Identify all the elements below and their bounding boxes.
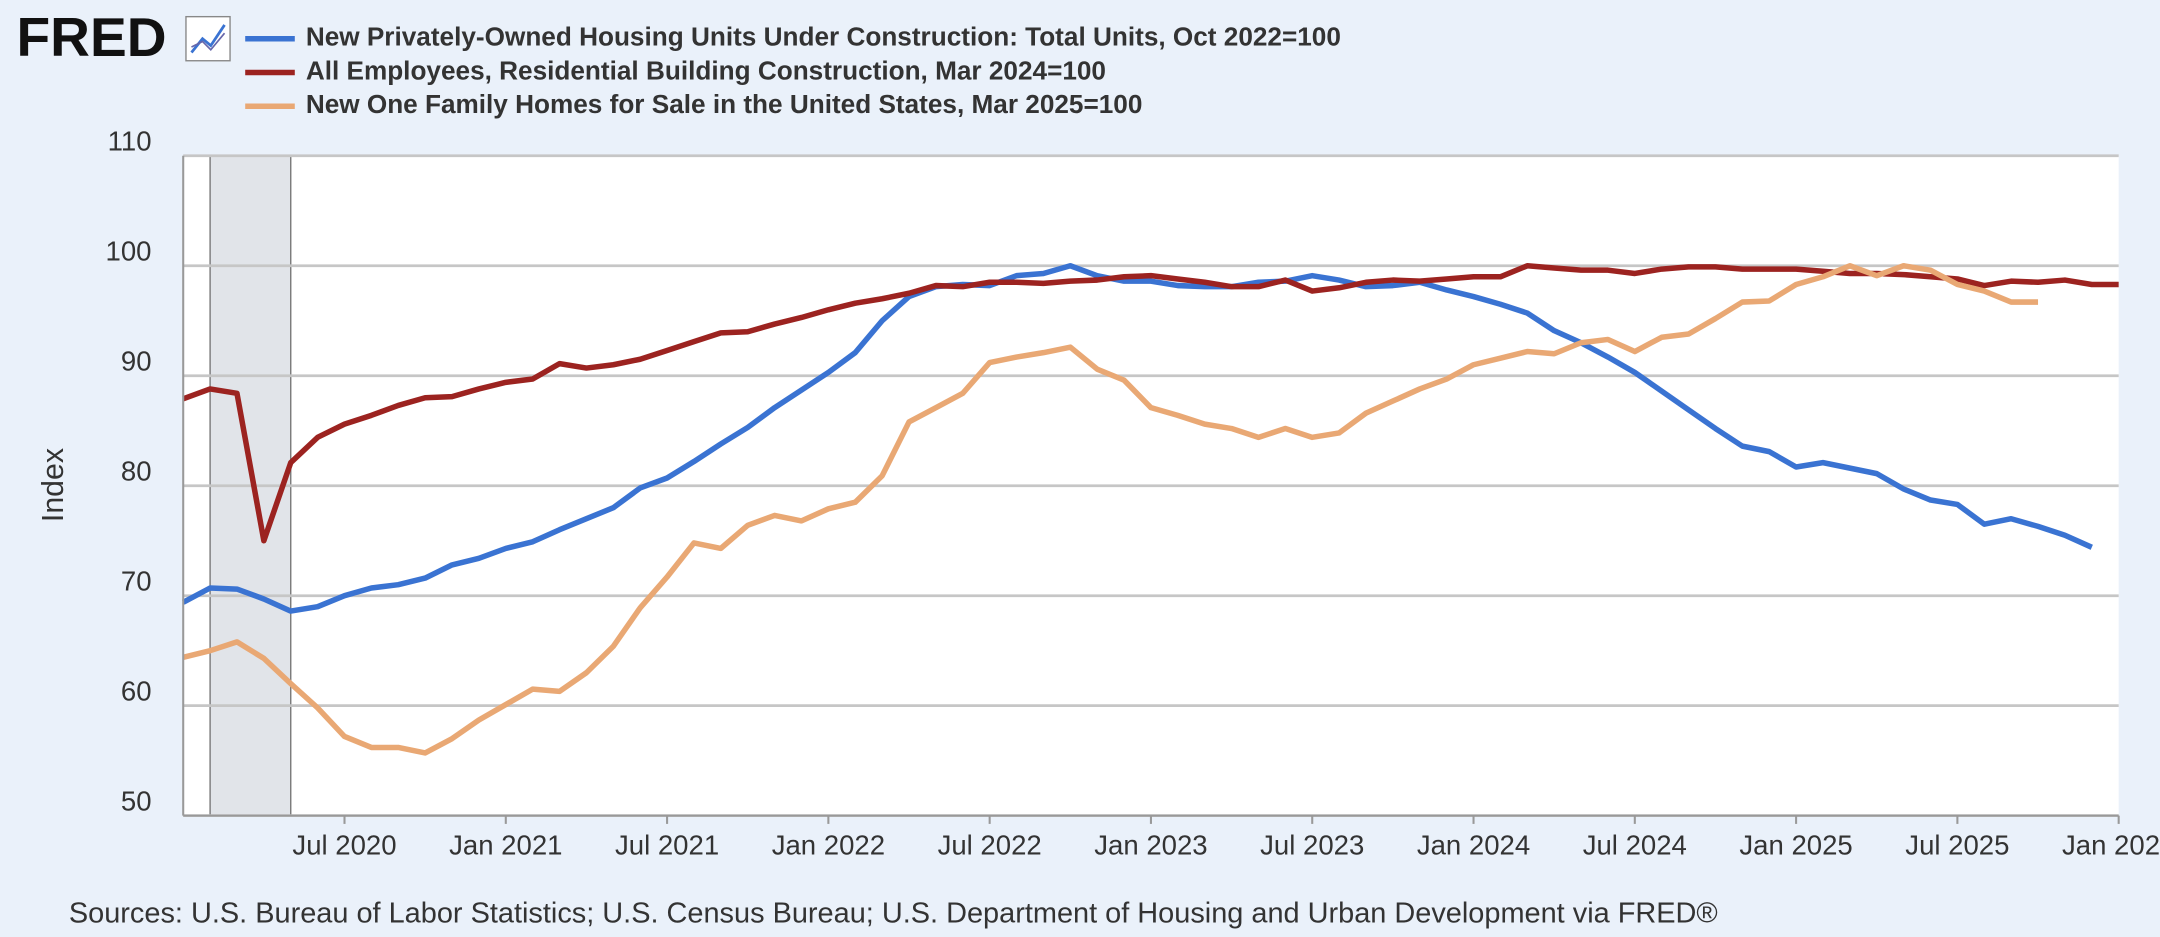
series-line [182,263,2119,544]
x-tick-label: Jul 2021 [615,830,719,861]
x-tick-label: Jan 2022 [772,830,885,861]
x-tick-label: Jan 2026 [2062,830,2160,861]
y-tick-label: 110 [108,126,152,157]
legend-label: New One Family Homes for Sale in the Uni… [306,89,1143,119]
logo-icon [185,15,231,62]
logo: FRED [17,6,167,68]
x-tick-label: Jan 2021 [449,830,562,861]
x-tick-label: Jul 2025 [1905,830,2009,861]
x-tick-label: Jul 2023 [1260,830,1364,861]
y-tick-label: 60 [121,676,152,707]
series-line [182,263,2039,756]
legend-label: New Privately-Owned Housing Units Under … [306,22,1341,52]
source-note: Sources: U.S. Bureau of Labor Statistics… [69,897,1718,929]
y-axis-title: Index [37,448,70,522]
legend-label: All Employees, Residential Building Cons… [306,55,1106,85]
y-tick-label: 70 [121,566,152,597]
y-tick-label: 90 [121,346,152,377]
y-tick-label: 50 [121,786,152,817]
y-tick-label: 100 [106,236,152,267]
y-tick-label: 80 [121,456,152,487]
x-tick-label: Jul 2024 [1583,830,1687,861]
x-tick-label: Jul 2020 [292,830,396,861]
x-tick-label: Jan 2025 [1739,830,1852,861]
series-line [181,263,2093,614]
x-tick-label: Jan 2023 [1094,830,1207,861]
x-tick-label: Jul 2022 [938,830,1042,861]
x-tick-label: Jan 2024 [1417,830,1530,861]
